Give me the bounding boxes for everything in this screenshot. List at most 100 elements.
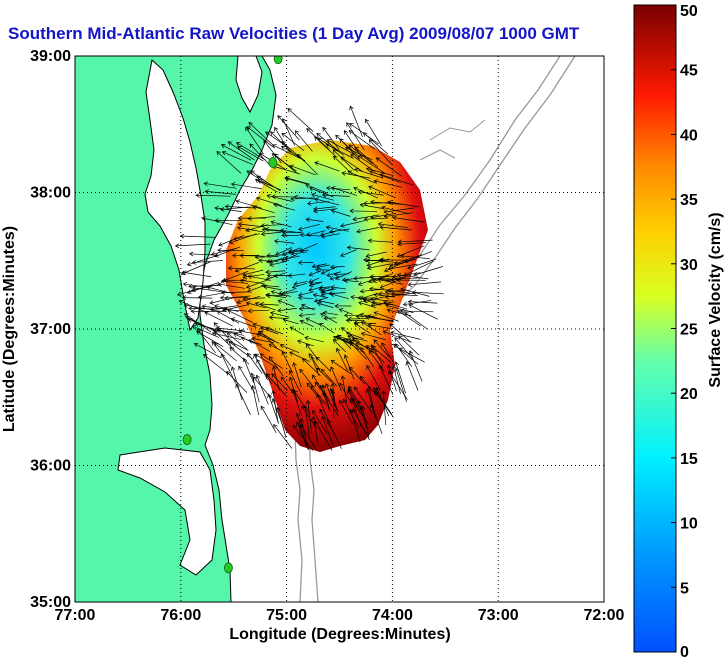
velocity-arrowhead	[316, 133, 321, 138]
velocity-arrow	[357, 155, 386, 174]
velocity-arrowhead	[307, 200, 312, 206]
velocity-arrow	[398, 239, 433, 243]
velocity-arrow	[272, 165, 301, 175]
velocity-arrow	[233, 233, 260, 240]
velocity-arrowhead	[176, 291, 182, 297]
velocity-arrow	[217, 329, 244, 336]
velocity-field	[226, 140, 428, 452]
velocity-arrowhead	[346, 122, 351, 127]
velocity-arrowhead	[260, 223, 265, 228]
velocity-arrowhead	[330, 292, 335, 298]
velocity-arrow	[295, 130, 313, 152]
velocity-arrowhead	[305, 232, 311, 237]
velocity-arrow	[365, 119, 382, 147]
velocity-arrowhead	[382, 330, 388, 335]
velocity-arrowhead	[338, 308, 344, 313]
velocity-arrowhead	[196, 328, 202, 334]
velocity-arrowhead	[247, 274, 253, 280]
velocity-arrowhead	[201, 216, 206, 221]
velocity-arrow	[378, 277, 403, 281]
velocity-arrowhead	[251, 336, 256, 342]
velocity-arrowhead	[233, 332, 238, 338]
velocity-arrow	[350, 106, 363, 137]
velocity-arrow	[403, 260, 435, 276]
velocity-arrow	[343, 130, 363, 158]
velocity-arrowhead	[271, 194, 276, 199]
velocity-arrowhead	[308, 271, 314, 277]
velocity-arrow	[222, 151, 253, 165]
velocity-arrowhead	[353, 322, 359, 327]
velocity-arrowhead	[266, 273, 272, 278]
velocity-arrow	[277, 115, 300, 141]
velocity-arrow	[281, 291, 298, 295]
velocity-arrow	[344, 280, 360, 283]
velocity-arrow	[265, 373, 287, 396]
velocity-arrow	[274, 127, 291, 153]
velocity-arrowhead	[289, 351, 294, 356]
velocity-arrowhead	[308, 287, 313, 292]
velocity-arrowhead	[403, 272, 408, 277]
velocity-arrowhead	[330, 366, 335, 371]
velocity-arrowhead	[386, 308, 392, 313]
velocity-arrow	[317, 302, 334, 308]
velocity-arrowhead	[325, 143, 331, 148]
velocity-arrow	[361, 321, 382, 336]
velocity-arrowhead	[296, 421, 301, 427]
velocity-arrow	[291, 251, 307, 255]
velocity-arrow	[309, 281, 322, 287]
velocity-arrowhead	[321, 416, 326, 421]
velocity-arrowhead	[188, 306, 193, 311]
velocity-arrow	[378, 223, 408, 228]
velocity-arrowhead	[375, 386, 381, 392]
colorbar-tick-label: 45	[680, 63, 698, 80]
velocity-arrowhead	[347, 334, 352, 340]
velocity-arrow	[386, 275, 411, 282]
velocity-arrow	[218, 283, 246, 289]
velocity-arrow	[227, 310, 254, 323]
velocity-arrow	[313, 208, 338, 212]
velocity-arrowhead	[186, 289, 192, 295]
velocity-arrowhead	[265, 373, 271, 378]
velocity-arrow	[283, 319, 299, 325]
velocity-arrowhead	[238, 329, 243, 334]
velocity-arrow	[299, 369, 314, 387]
velocity-arrow	[319, 286, 331, 289]
velocity-arrowhead	[238, 365, 243, 371]
velocity-arrowhead	[305, 343, 311, 349]
velocity-arrow	[366, 365, 381, 391]
velocity-arrowhead	[309, 186, 314, 192]
velocity-arrow	[210, 305, 238, 311]
velocity-arrow	[177, 285, 208, 296]
velocity-arrow	[408, 304, 438, 320]
velocity-arrowhead	[347, 170, 353, 175]
radar-station	[182, 434, 192, 445]
velocity-arrow	[349, 339, 365, 355]
velocity-arrow	[327, 139, 355, 155]
velocity-arrowhead	[361, 321, 366, 326]
velocity-arrowhead	[311, 263, 317, 269]
velocity-arrow	[306, 382, 324, 404]
velocity-arrowhead	[365, 253, 371, 259]
velocity-arrowhead	[379, 258, 384, 264]
velocity-arrow	[308, 286, 323, 291]
velocity-arrowhead	[284, 256, 290, 261]
velocity-arrow	[312, 263, 327, 268]
velocity-arrow	[398, 347, 425, 363]
velocity-arrow	[348, 388, 363, 414]
velocity-arrowhead	[367, 238, 373, 244]
velocity-arrowhead	[265, 292, 270, 298]
chart-title: Southern Mid-Atlantic Raw Velocities (1 …	[8, 24, 580, 43]
velocity-arrow	[284, 177, 307, 185]
velocity-arrow	[298, 291, 314, 296]
velocity-arrowhead	[365, 258, 370, 263]
velocity-arrow	[246, 170, 269, 186]
velocity-arrow	[280, 230, 301, 234]
velocity-arrow	[266, 294, 287, 297]
velocity-arrow	[255, 302, 276, 311]
velocity-arrowhead	[203, 181, 209, 187]
velocity-arrowhead	[335, 134, 340, 140]
velocity-arrowhead	[181, 270, 187, 276]
velocity-arrow	[309, 187, 334, 198]
velocity-arrow	[306, 230, 326, 236]
velocity-arrowhead	[293, 281, 299, 286]
